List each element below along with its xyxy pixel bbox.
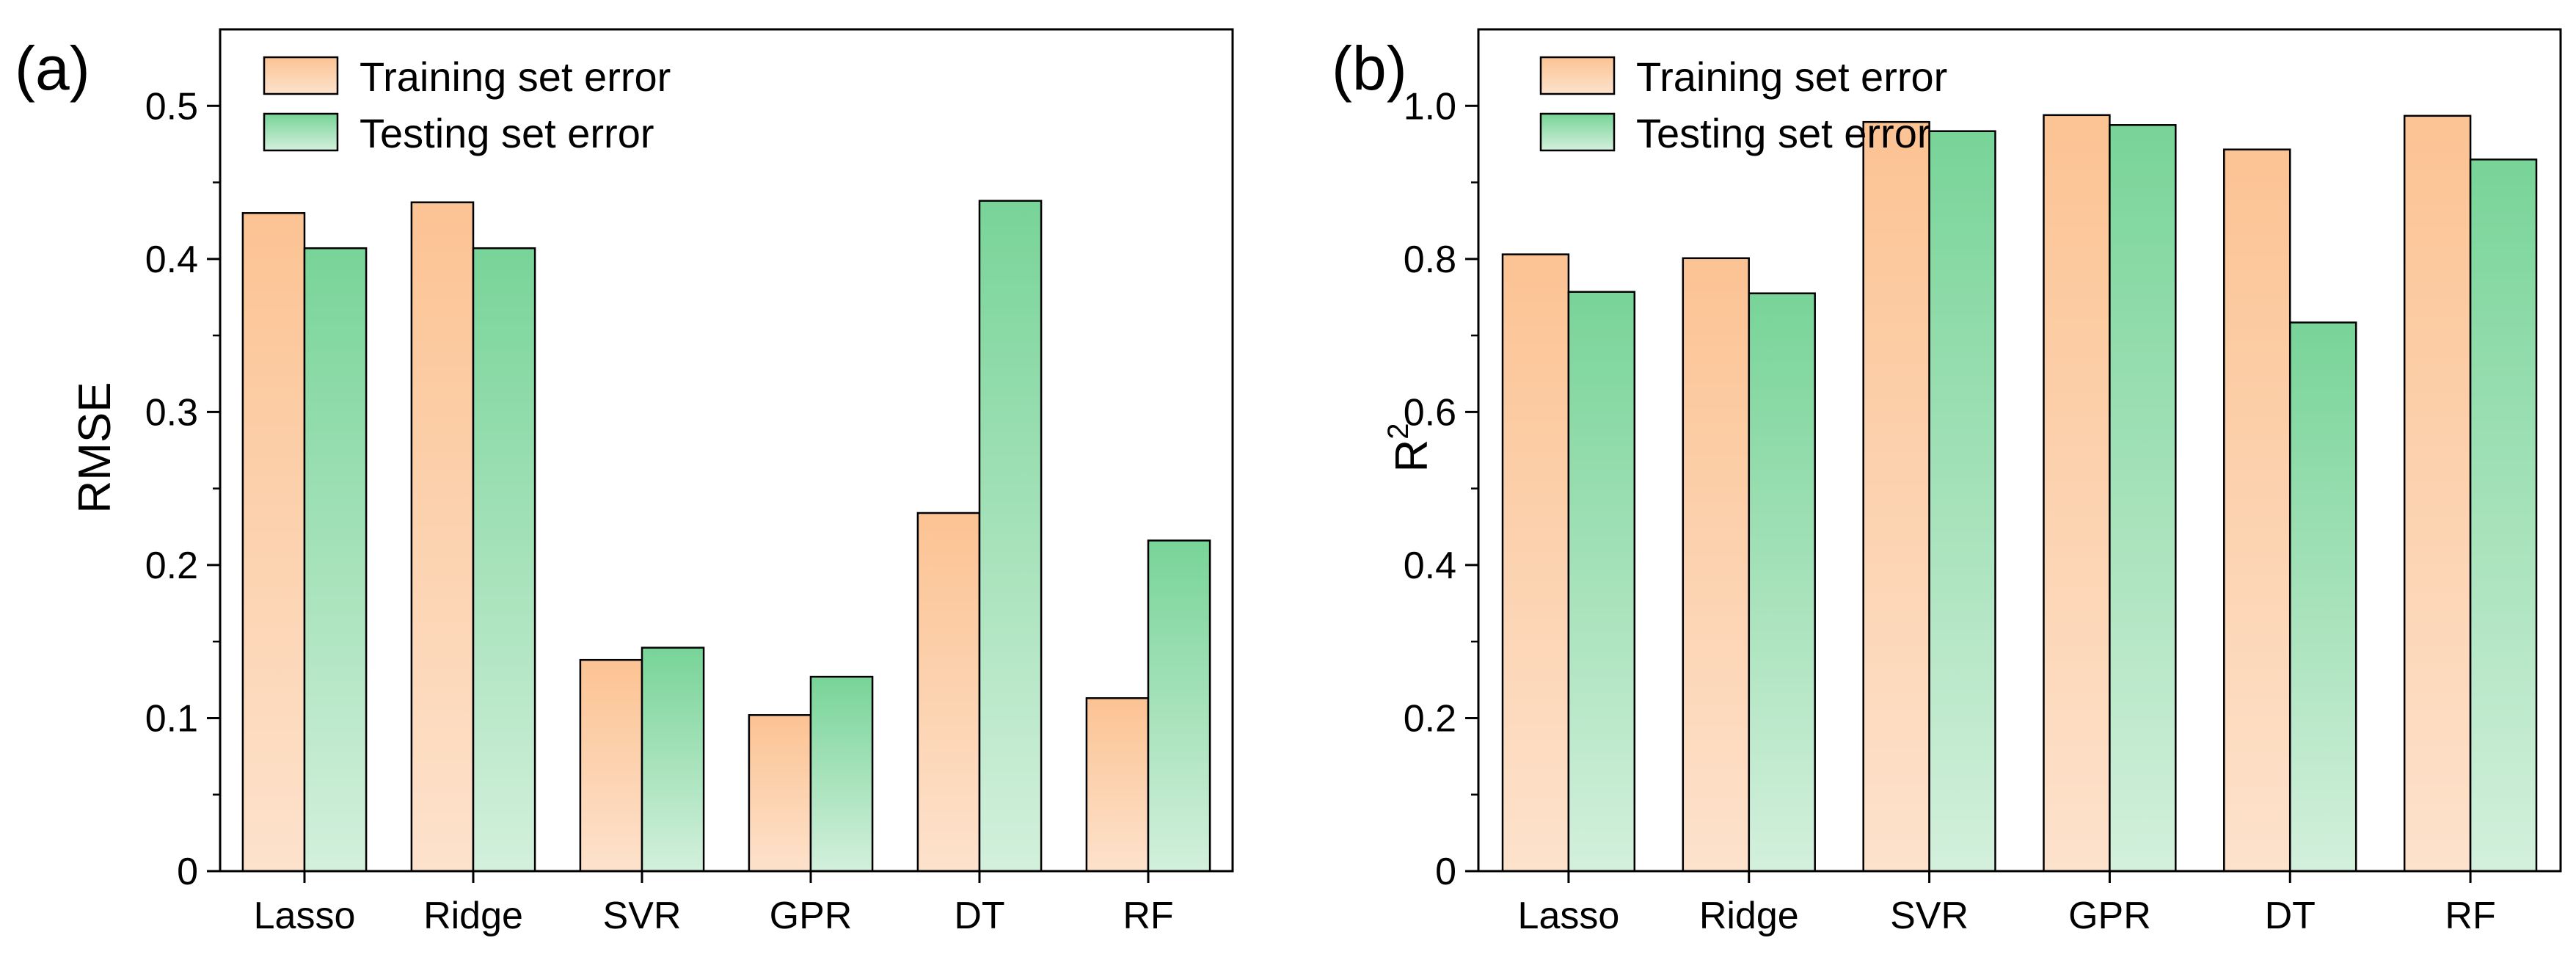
y-tick-label-a: 0.5 (145, 85, 198, 128)
legend-label-training-b: Training set error (1636, 54, 1947, 100)
bar-training-svr-b (1862, 120, 1930, 873)
legend-label-testing-a: Testing set error (360, 110, 654, 156)
bar-training-rf-b (2403, 114, 2472, 873)
x-tick-label-dt-b: DT (2265, 895, 2316, 937)
chart-panel-a: (a) RMSE 0 0.1 0.2 0.3 0.4 0.5 Lasso Ridge SVR G… (15, 28, 1234, 937)
bar-training-lasso-b (1501, 253, 1570, 873)
bar-training-rf-a (1085, 697, 1150, 873)
bar-testing-gpr-b (2109, 124, 2177, 873)
bar-testing-dt-b (2289, 321, 2357, 873)
x-tick-label-lasso-a: Lasso (254, 895, 356, 937)
bar-training-ridge-b (1682, 257, 1750, 873)
x-tick-label-rf-a: RF (1123, 895, 1173, 937)
y-axis-label-b-superscript: 2 (1382, 423, 1415, 439)
bar-training-lasso-a (241, 212, 306, 873)
y-tick-label-a: 0 (177, 851, 198, 893)
bar-testing-ridge-b (1748, 292, 1816, 873)
y-tick-label-b: 0 (1435, 851, 1456, 893)
bar-training-dt-b (2223, 148, 2291, 873)
panel-label-a: (a) (15, 34, 90, 103)
plot-frame-b (1477, 28, 2562, 873)
legend-label-testing-b: Testing set error (1636, 110, 1931, 156)
x-axis-a: Lasso Ridge SVR GPR DT RF (254, 871, 1174, 937)
legend-swatch-testing-b (1539, 112, 1616, 152)
bar-testing-rf-b (2469, 159, 2538, 873)
y-tick-label-b: 0.4 (1404, 545, 1456, 587)
bar-training-ridge-a (410, 201, 475, 873)
x-tick-label-svr-b: SVR (1890, 895, 1969, 937)
y-tick-label-a: 0.2 (145, 545, 198, 587)
y-axis-label-a: RMSE (70, 382, 120, 513)
bar-testing-svr-a (641, 647, 705, 873)
x-tick-label-ridge-a: Ridge (423, 895, 523, 937)
legend-swatch-training-b (1539, 56, 1616, 95)
y-axis-b: 0 0.2 0.4 0.6 0.8 1.0 (1404, 85, 1478, 893)
y-tick-label-a: 0.4 (145, 239, 198, 281)
y-axis-a: 0 0.1 0.2 0.3 0.4 0.5 (145, 85, 220, 893)
bar-training-dt-a (916, 512, 981, 873)
y-tick-label-b: 0.8 (1404, 239, 1456, 281)
legend-swatch-training-a (263, 56, 339, 95)
x-tick-label-gpr-a: GPR (770, 895, 853, 937)
y-tick-label-a: 0.3 (145, 391, 198, 434)
bar-testing-rf-a (1147, 539, 1211, 873)
y-axis-label-b-base: R (1387, 440, 1437, 473)
chart-panel-b: (b) R2 0 0.2 0.4 0.6 0.8 1.0 Lasso Ridge SVR GPR… (1332, 28, 2562, 937)
x-tick-label-svr-a: SVR (603, 895, 682, 937)
bar-testing-gpr-a (809, 675, 874, 873)
x-tick-label-gpr-b: GPR (2068, 895, 2151, 937)
y-axis-label-b: R2 (1382, 423, 1437, 472)
bars-a (241, 200, 1211, 873)
y-tick-label-b: 0.6 (1404, 391, 1456, 434)
x-axis-b: Lasso Ridge SVR GPR DT RF (1518, 871, 2496, 937)
bar-testing-lasso-b (1567, 291, 1636, 873)
legend-a: Training set error Testing set error (263, 54, 671, 156)
legend-label-training-a: Training set error (360, 54, 671, 100)
bar-testing-lasso-a (303, 247, 368, 873)
bar-testing-dt-a (978, 200, 1043, 873)
panel-label-b: (b) (1332, 34, 1407, 103)
bar-training-svr-a (579, 658, 643, 873)
bar-testing-svr-b (1928, 130, 1996, 873)
bar-testing-ridge-a (472, 247, 536, 873)
legend-b: Training set error Testing set error (1539, 54, 1947, 156)
x-tick-label-rf-b: RF (2445, 895, 2495, 937)
y-tick-label-b: 1.0 (1404, 85, 1456, 128)
x-tick-label-dt-a: DT (954, 895, 1004, 937)
bar-training-gpr-b (2043, 114, 2111, 873)
bars-b (1501, 114, 2538, 873)
legend-swatch-testing-a (263, 112, 339, 152)
bar-training-gpr-a (748, 714, 812, 873)
x-tick-label-lasso-b: Lasso (1518, 895, 1620, 937)
x-tick-label-ridge-b: Ridge (1699, 895, 1799, 937)
y-tick-label-a: 0.1 (145, 697, 198, 740)
y-tick-label-b: 0.2 (1404, 697, 1456, 740)
plot-frame-a (219, 28, 1234, 873)
